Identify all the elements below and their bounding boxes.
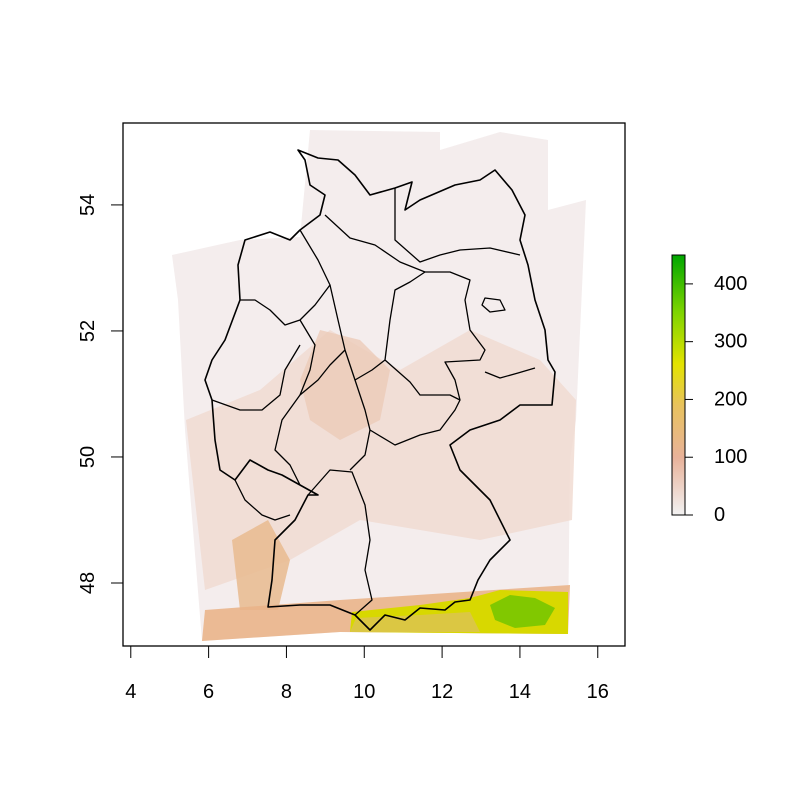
y-tick-label: 52	[77, 320, 99, 342]
x-tick-label: 4	[125, 681, 136, 703]
x-axis: 4 6 8 10 12 14 16	[125, 645, 609, 703]
state-borders	[211, 188, 536, 616]
y-tick-label: 50	[77, 446, 99, 468]
legend-tick-label: 0	[714, 504, 725, 526]
x-tick-label: 8	[281, 681, 292, 703]
raster-central-uplands	[300, 330, 390, 440]
legend-tick-label: 300	[714, 331, 747, 353]
germany-border	[204, 149, 556, 631]
color-legend: 0 100 200 300 400	[671, 254, 747, 526]
legend-tick-label: 100	[714, 446, 747, 468]
y-axis: 48 50 52 54	[77, 194, 124, 594]
y-tick-label: 54	[77, 194, 99, 216]
legend-colorbar	[671, 254, 686, 516]
raster-uplands	[186, 330, 576, 590]
x-tick-label: 14	[509, 681, 531, 703]
legend-ticks: 0 100 200 300 400	[685, 273, 747, 526]
y-tick-label: 48	[77, 572, 99, 594]
x-tick-label: 6	[203, 681, 214, 703]
legend-tick-label: 400	[714, 273, 747, 295]
legend-tick-label: 200	[714, 388, 747, 410]
x-tick-label: 12	[431, 681, 453, 703]
x-tick-label: 16	[587, 681, 609, 703]
raster-alps-green	[490, 595, 555, 628]
x-tick-label: 10	[353, 681, 375, 703]
